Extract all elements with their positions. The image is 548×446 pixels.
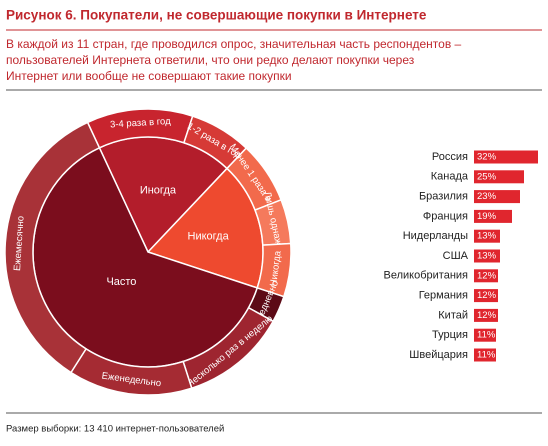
- inner-label: Часто: [106, 276, 136, 288]
- bar: [474, 249, 500, 263]
- bar-chart: Россия 32% Канада 25% Бразилия 23% Франция 19% Н…: [384, 150, 538, 362]
- description-line: пользователей Интернета ответили, что он…: [6, 53, 415, 67]
- bar: [474, 289, 498, 303]
- inner-label: Иногда: [140, 185, 177, 197]
- category-label: Бразилия: [419, 191, 468, 203]
- outer-label: Никогда: [268, 250, 284, 287]
- category-label: Швейцария: [409, 349, 468, 361]
- category-label: Германия: [419, 290, 468, 302]
- footnote: Размер выборки: 13 410 интернет-пользова…: [6, 424, 224, 435]
- outer-label: 3-4 раза в год: [110, 116, 172, 131]
- category-label: Нидерланды: [403, 230, 468, 242]
- bar: [474, 190, 520, 204]
- bar: [474, 150, 538, 164]
- outer-segment: [4, 121, 101, 374]
- outer-label: Ежемесячно: [12, 216, 27, 272]
- value-label: 12%: [477, 310, 497, 321]
- category-label: США: [443, 250, 469, 262]
- bar: [474, 269, 498, 283]
- value-label: 12%: [477, 270, 497, 281]
- category-label: Турция: [432, 329, 468, 341]
- category-label: Китай: [438, 309, 468, 321]
- bar: [474, 229, 500, 243]
- value-label: 13%: [477, 251, 497, 262]
- value-label: 25%: [477, 171, 497, 182]
- value-label: 11%: [477, 330, 496, 341]
- bar: [474, 348, 496, 362]
- category-label: Канада: [431, 171, 469, 183]
- description-line: В каждой из 11 стран, где проводился опр…: [6, 37, 462, 51]
- description-line: Интернет или вообще не совершают такие п…: [6, 69, 292, 83]
- title: Рисунок 6. Покупатели, не совершающие по…: [6, 8, 427, 23]
- bar: [474, 170, 524, 184]
- bar: [474, 328, 496, 342]
- value-label: 13%: [477, 231, 497, 242]
- category-label: Великобритания: [384, 270, 469, 282]
- category-label: Франция: [423, 210, 468, 222]
- value-label: 12%: [477, 290, 497, 301]
- value-label: 19%: [477, 211, 497, 222]
- category-label: Россия: [432, 151, 468, 163]
- value-label: 32%: [477, 152, 497, 163]
- value-label: 23%: [477, 191, 497, 202]
- bar: [474, 308, 498, 322]
- bar: [474, 209, 512, 223]
- inner-label: Никогда: [188, 231, 230, 243]
- value-label: 11%: [477, 350, 496, 361]
